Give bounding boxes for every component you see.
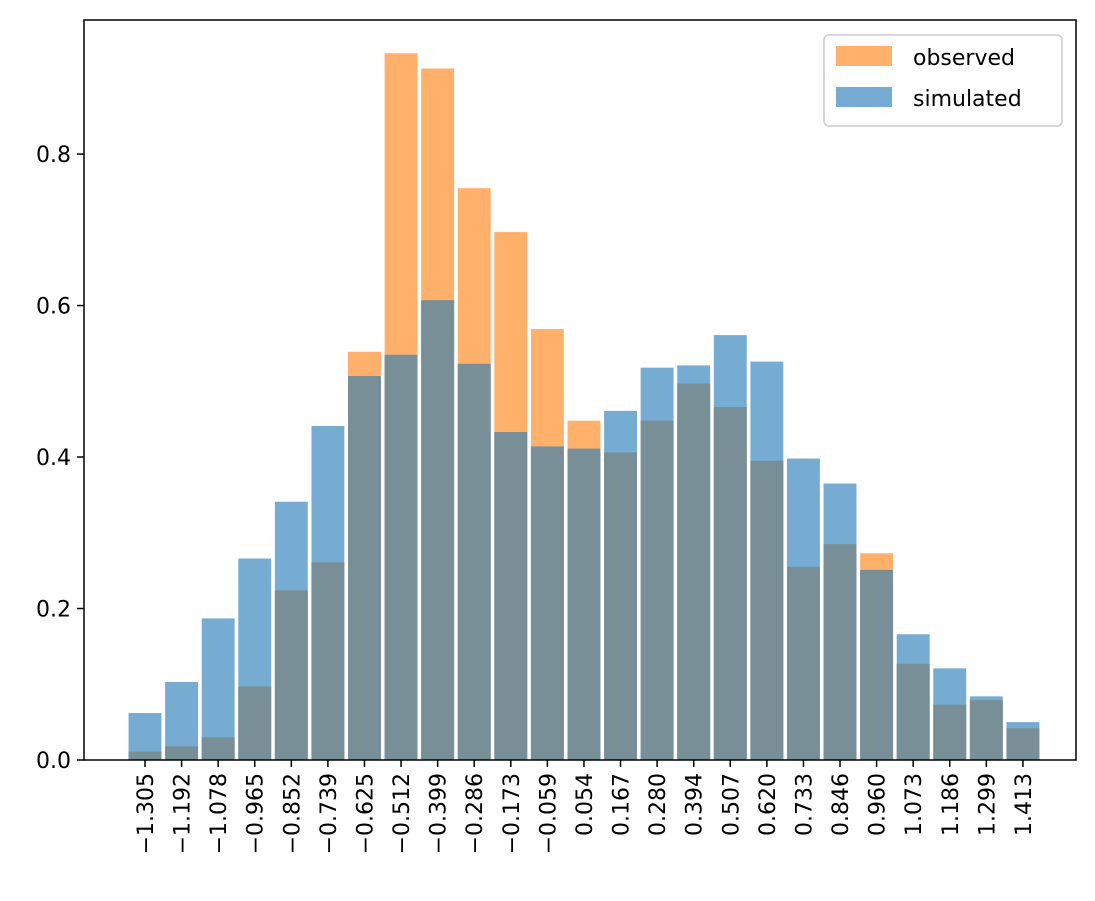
x-tick-label: 0.054	[573, 773, 598, 836]
x-tick-label: −0.852	[280, 773, 305, 854]
bar-simulated	[201, 618, 235, 760]
legend-label-simulated: simulated	[913, 87, 1022, 112]
bar-overlap	[677, 383, 711, 760]
bar-overlap	[201, 737, 235, 760]
bar-overlap	[713, 407, 747, 760]
bar-overlap	[530, 446, 564, 760]
y-tick-label: 0.2	[36, 598, 71, 623]
plot-frame	[83, 19, 1077, 761]
legend: observed simulated	[823, 34, 1063, 127]
bar-overlap	[823, 544, 857, 760]
x-tick-label: 0.620	[756, 773, 781, 836]
x-tick-label: −0.625	[353, 773, 378, 854]
x-tick-label: −1.078	[207, 773, 232, 854]
x-tick-label: 0.846	[829, 773, 854, 836]
y-tick-label: 0.4	[36, 446, 71, 471]
bar-overlap	[165, 746, 199, 760]
bar-overlap	[494, 432, 528, 760]
x-tick-label: 1.186	[939, 773, 964, 836]
bar-overlap	[274, 590, 308, 760]
x-tick-label: 1.073	[902, 773, 927, 836]
legend-swatch-simulated	[836, 87, 892, 107]
y-tick-label: 0.8	[36, 143, 71, 168]
x-tick-label: 0.733	[792, 773, 817, 836]
bar-overlap	[640, 420, 674, 760]
x-tick-label: 1.413	[1012, 773, 1037, 836]
legend-label-observed: observed	[913, 46, 1015, 71]
x-tick-label: −1.192	[171, 773, 196, 854]
bar-overlap	[311, 562, 345, 760]
x-tick-label: 0.960	[866, 773, 891, 836]
bar-overlap	[860, 569, 894, 760]
x-tick-label: −0.286	[463, 773, 488, 854]
bar-overlap	[128, 751, 162, 760]
x-tick-label: −0.399	[427, 773, 452, 854]
x-tick-label: 0.507	[719, 773, 744, 836]
x-tick-label: 0.280	[646, 773, 671, 836]
bar-overlap	[567, 448, 601, 760]
x-axis: −1.305 −1.192 −1.078 −0.965 −0.852 −0.739 −0.6…	[134, 760, 1037, 854]
y-axis: 0.0 0.2 0.4 0.6 0.8	[36, 143, 84, 774]
bar-overlap	[969, 700, 1003, 760]
x-tick-label: 0.167	[610, 773, 635, 836]
x-tick-label: −1.305	[134, 773, 159, 854]
x-tick-label: −0.173	[500, 773, 525, 854]
bar-overlap	[1006, 728, 1040, 760]
y-tick-label: 0.6	[36, 295, 71, 320]
x-tick-label: −0.739	[317, 773, 342, 854]
legend-swatch-observed	[836, 46, 892, 66]
bar-overlap	[238, 686, 272, 760]
bar-overlap	[750, 460, 784, 760]
x-tick-label: −0.965	[244, 773, 269, 854]
x-tick-label: −0.059	[536, 773, 561, 854]
bar-overlap	[384, 354, 418, 760]
bar-overlap	[348, 375, 381, 760]
y-tick-label: 0.0	[36, 749, 71, 774]
bar-overlap	[896, 663, 930, 760]
bar-overlap	[786, 566, 820, 760]
bar-overlap	[604, 452, 637, 760]
x-tick-label: 1.299	[975, 773, 1000, 836]
bar-overlap	[421, 300, 455, 760]
bar-overlap	[457, 363, 491, 760]
x-tick-label: −0.512	[390, 773, 415, 854]
x-tick-label: 0.394	[683, 773, 708, 836]
overlap-bars	[128, 300, 1040, 760]
bar-overlap	[933, 704, 967, 760]
